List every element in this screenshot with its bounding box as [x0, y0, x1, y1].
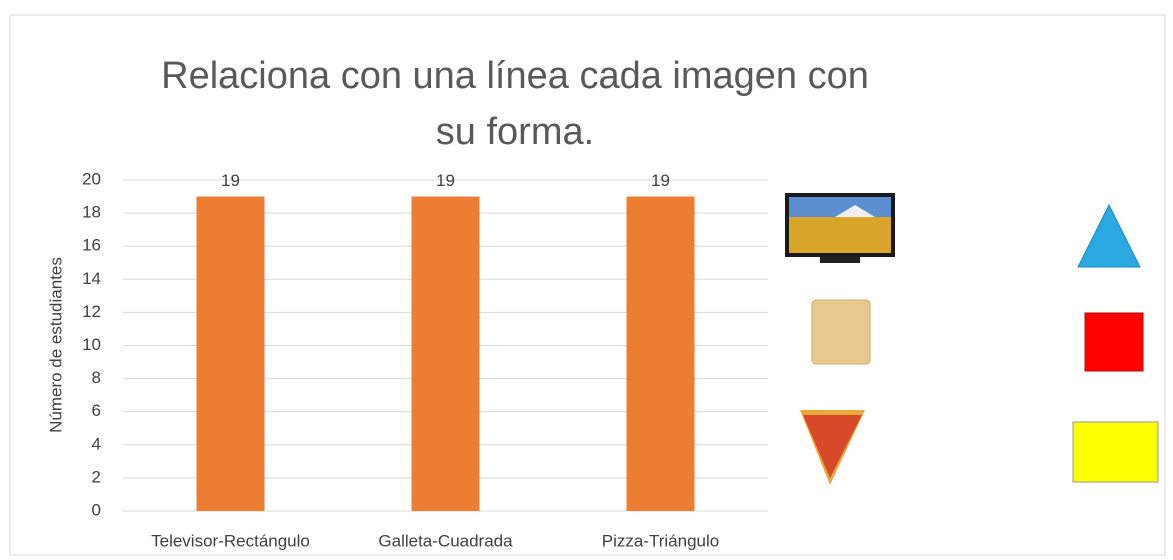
y-tick-label: 0 [92, 500, 101, 519]
data-label: 19 [221, 171, 240, 190]
square-shape [1085, 313, 1143, 371]
bar [627, 197, 695, 511]
cracker-image [812, 300, 870, 364]
x-tick-label: Pizza-Triángulo [602, 531, 719, 550]
x-tick-label: Televisor-Rectángulo [151, 531, 310, 550]
rectangle-shape [1073, 422, 1158, 482]
y-tick-label: 18 [82, 203, 101, 222]
y-tick-label: 4 [92, 434, 101, 453]
y-axis-label: Número de estudiantes [46, 257, 65, 433]
tv-image [785, 193, 895, 263]
data-label: 19 [436, 171, 455, 190]
bar [197, 197, 265, 511]
y-tick-label: 8 [92, 368, 101, 387]
y-tick-label: 14 [82, 269, 101, 288]
page: Número de estudiantes 0 2 4 6 8 10 12 14 16 18 20 T… [0, 0, 1173, 560]
chart-title: Relaciona con una línea cada imagen con … [160, 48, 870, 160]
y-tick-label: 12 [82, 302, 101, 321]
y-tick-label: 2 [92, 467, 101, 486]
bar [412, 197, 480, 511]
x-tick-label: Galleta-Cuadrada [378, 531, 513, 550]
y-tick-label: 16 [82, 236, 101, 255]
y-tick-label: 6 [92, 401, 101, 420]
y-tick-label: 10 [82, 335, 101, 354]
data-label: 19 [651, 171, 670, 190]
y-tick-label: 20 [82, 169, 101, 188]
